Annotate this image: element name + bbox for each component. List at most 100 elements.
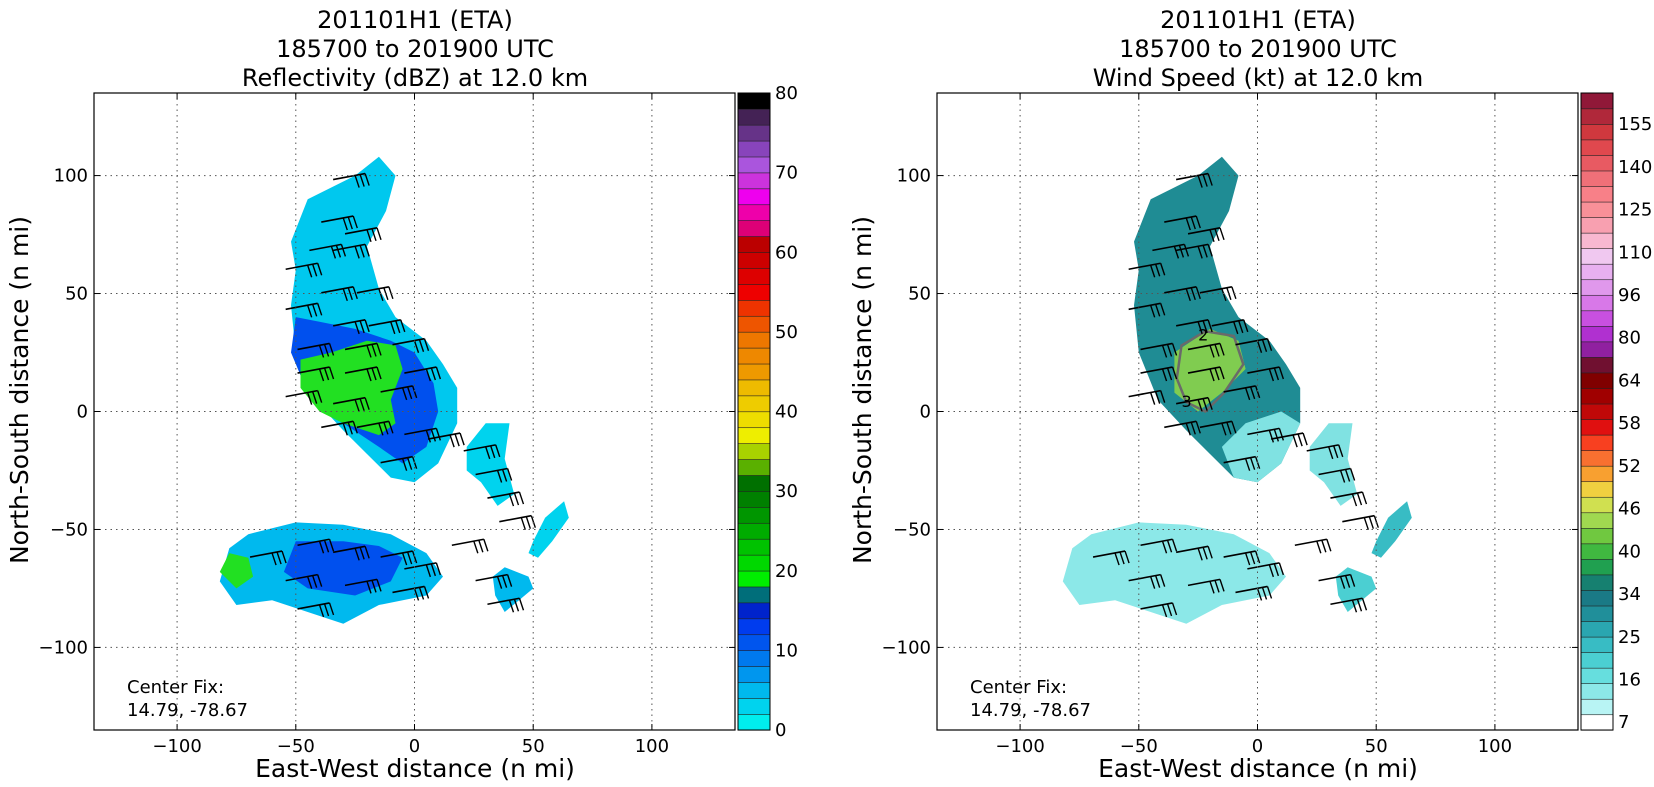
barb-feather: [328, 343, 335, 356]
barb-feather: [312, 304, 318, 317]
x-axis-label: East-West distance (n mi): [1098, 754, 1418, 783]
wind-barb: [1330, 491, 1368, 507]
barb-feather: [347, 287, 353, 301]
barb-feather: [1297, 433, 1303, 447]
wind-barb: [1176, 396, 1213, 412]
barb-feather: [1214, 228, 1220, 242]
barb-feather: [1202, 245, 1208, 258]
colorbar-tick-label: 80: [1618, 328, 1641, 349]
colorbar-tick-label: 60: [775, 242, 798, 263]
barb-shaft: [404, 427, 437, 436]
colorbar-tick-label: 25: [1618, 627, 1641, 648]
barb-shaft: [333, 396, 366, 405]
y-tick-label: 100: [897, 166, 931, 187]
colorbar-swatch: [737, 713, 771, 731]
wind-barb: [404, 366, 442, 382]
barb-feather: [366, 345, 372, 358]
x-tick-label: −100: [152, 736, 201, 757]
barb-shaft: [1128, 262, 1161, 271]
barb-feather: [425, 564, 432, 578]
barb-feather: [495, 444, 501, 458]
barb-shaft: [1164, 215, 1197, 223]
center-fix-label: Center Fix:: [127, 677, 224, 698]
barb-shaft: [1140, 538, 1173, 547]
barb-feather: [317, 303, 323, 316]
barb-shaft: [1318, 467, 1351, 476]
wind-barb: [1187, 342, 1225, 358]
wind-barb: [297, 366, 335, 382]
barb-feather: [317, 390, 323, 403]
title-line-3: Wind Speed (kt) at 12.0 km: [1093, 64, 1424, 92]
barb-feather: [401, 387, 408, 401]
wind-barb: [1223, 385, 1261, 401]
barb-shaft: [297, 366, 330, 374]
colorbar-swatch: [737, 458, 771, 476]
barb-feather: [1219, 227, 1225, 241]
colorbar-swatch: [1580, 372, 1614, 389]
colorbar-tick-label: 40: [1618, 541, 1641, 562]
barb-feather: [1155, 304, 1161, 317]
barb-feather: [307, 576, 313, 589]
barb-shaft: [333, 172, 366, 181]
barb-feather: [366, 229, 372, 243]
barb-feather: [1202, 398, 1208, 411]
plot-area: −100 −50 0 50 100 −100 −50 0 50 100: [39, 92, 736, 757]
barb-feather: [1190, 287, 1196, 301]
plot-content: 23: [1062, 156, 1412, 624]
wind-barb: [1235, 585, 1273, 601]
barb-feather: [1292, 434, 1298, 448]
colorbar-tick-label: 34: [1618, 584, 1641, 605]
barb-feather: [1160, 303, 1166, 316]
echo-region-right-cell: [1309, 423, 1358, 506]
wind-barb: [487, 597, 525, 613]
barb-shaft: [1187, 227, 1221, 235]
barb-feather: [1278, 428, 1285, 441]
wind-contour: [1175, 329, 1245, 414]
wind-barb: [309, 243, 347, 259]
barb-shaft: [1330, 491, 1363, 499]
barb-feather: [411, 385, 418, 399]
barb-feather: [1197, 399, 1203, 412]
wind-barb: [1128, 389, 1166, 405]
barb-feather: [418, 587, 425, 600]
barb-feather: [518, 598, 525, 611]
colorbar-swatch: [1580, 481, 1614, 498]
wind-barb: [1128, 262, 1166, 278]
barb-feather: [376, 579, 382, 592]
barb-feather: [418, 339, 425, 352]
wind-barb: [321, 215, 358, 231]
colorbar-swatch: [737, 634, 771, 651]
barb-feather: [1155, 391, 1161, 404]
x-tick-label: 0: [409, 736, 420, 757]
barb-feather: [330, 246, 337, 259]
barb-feather: [1124, 550, 1130, 564]
title-line-2: 185700 to 201900 UTC: [1119, 35, 1397, 63]
colorbar-swatch: [737, 681, 771, 699]
barb-feather: [354, 175, 360, 188]
colorbar-swatch: [1580, 279, 1614, 296]
colorbar-swatch: [737, 124, 771, 142]
wind-barb: [344, 578, 382, 594]
barb-feather: [359, 245, 365, 258]
barb-shaft: [344, 342, 378, 351]
barb-feather: [323, 603, 330, 617]
barb-feather: [1209, 229, 1215, 243]
barb-feather: [1273, 367, 1280, 381]
colorbar-swatch: [737, 347, 771, 365]
wind-barb: [285, 302, 323, 318]
barb-feather: [1368, 516, 1374, 529]
barb-feather: [323, 344, 330, 357]
barb-shaft: [1247, 366, 1280, 374]
barb-shaft: [463, 444, 496, 452]
barb-feather: [449, 434, 455, 448]
wind-barb: [1140, 602, 1178, 618]
barb-feather: [359, 398, 365, 411]
barb-feather: [454, 433, 460, 447]
barb-shaft: [1223, 550, 1256, 558]
colorbar-swatch: [737, 251, 771, 269]
wind-barb: [1164, 215, 1201, 231]
barb-feather: [342, 288, 348, 302]
colorbar-swatch: [737, 650, 771, 667]
y-tick-label: −100: [39, 637, 88, 658]
barb-shaft: [1140, 366, 1173, 374]
